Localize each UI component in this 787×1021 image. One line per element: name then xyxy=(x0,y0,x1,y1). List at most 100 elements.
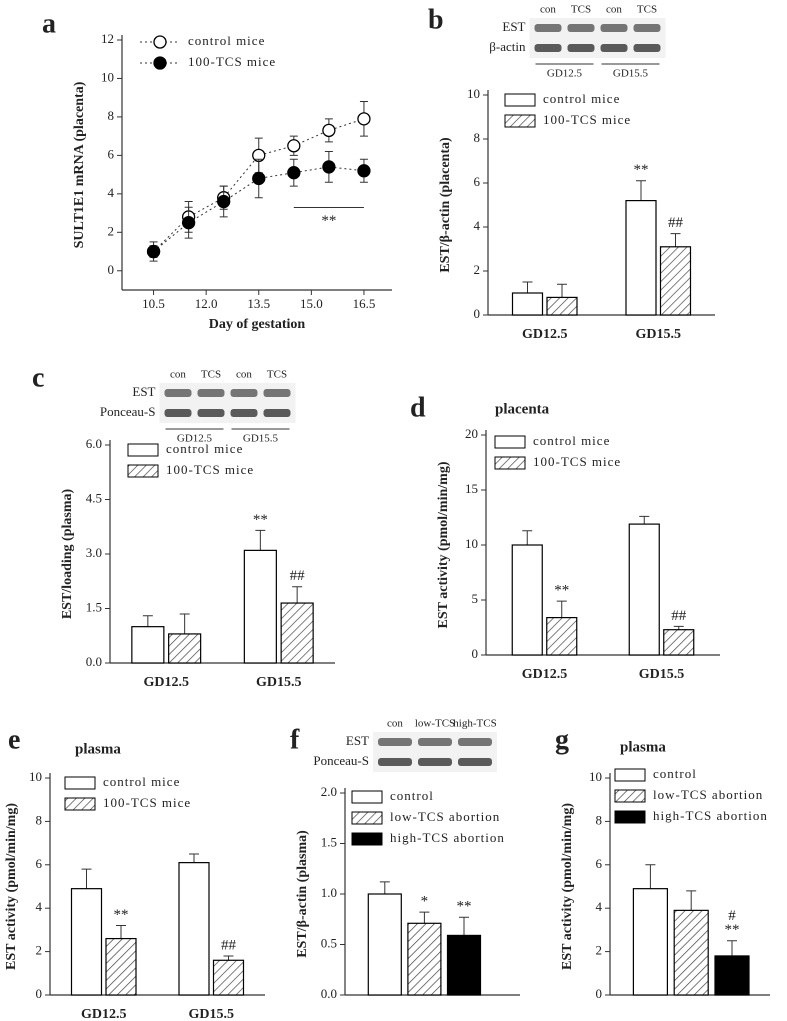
blot-row-label: EST xyxy=(502,19,525,34)
significance-label: ## xyxy=(668,215,684,231)
y-tick-label: 3.0 xyxy=(86,545,102,560)
y-tick-label: 2 xyxy=(36,943,43,958)
blot-row-label: β-actin xyxy=(489,39,526,54)
blot-band xyxy=(164,389,192,397)
blot-band xyxy=(230,409,258,417)
legend-label: control xyxy=(653,766,697,781)
blot-band xyxy=(164,409,192,417)
legend-swatch xyxy=(494,456,526,470)
y-tick-label: 8 xyxy=(596,812,603,827)
subtitle: placenta xyxy=(495,401,550,417)
significance-label: ## xyxy=(221,937,237,953)
y-axis-label: EST/β-actin (plasma) xyxy=(295,830,310,958)
error-bar xyxy=(686,890,697,911)
significance-label: ## xyxy=(671,608,687,624)
point xyxy=(252,171,266,186)
panel-letter: b xyxy=(428,4,444,35)
point xyxy=(181,216,196,230)
point xyxy=(322,123,336,138)
y-tick-label: 8 xyxy=(474,130,481,145)
legend-label: high-TCS abortion xyxy=(653,808,768,823)
blot-lane-label: con xyxy=(606,4,622,16)
legend-label: high-TCS abortion xyxy=(390,830,505,845)
error-bar xyxy=(189,853,199,863)
y-tick-label: 0 xyxy=(108,262,115,277)
x-tick-label: GD15.5 xyxy=(639,667,685,682)
legend-label: 100-TCS mice xyxy=(543,112,631,127)
bar xyxy=(131,626,165,664)
y-tick-label: 1.5 xyxy=(86,599,102,614)
error-bar xyxy=(459,916,469,936)
y-axis-label: EST/β-actin (placenta) xyxy=(438,137,453,273)
error-bar xyxy=(81,868,92,889)
bar xyxy=(212,959,245,996)
error-bar xyxy=(670,233,681,247)
significance-label: # ** xyxy=(725,908,740,938)
x-tick-label: 10.5 xyxy=(142,296,165,311)
point xyxy=(217,194,231,209)
blot-lane-label: con xyxy=(387,718,403,730)
blot-band xyxy=(263,409,291,417)
legend-swatch xyxy=(614,810,646,824)
y-tick-label: 4 xyxy=(36,899,43,914)
y-axis-label: SULT1E1 mRNA (placenta) xyxy=(72,81,87,248)
y-tick-label: 0.0 xyxy=(86,654,102,669)
y-tick-label: 5 xyxy=(472,591,479,606)
y-tick-label: 10 xyxy=(101,69,114,84)
blot-lane-label: low-TCS xyxy=(415,718,455,730)
subtitle: plasma xyxy=(75,741,121,757)
bar xyxy=(546,296,578,316)
x-tick-label: 15.0 xyxy=(300,296,323,311)
blot-band xyxy=(600,44,628,52)
error-bar xyxy=(639,515,650,525)
blot-lane-label: high-TCS xyxy=(453,718,496,730)
y-tick-label: 0 xyxy=(474,306,481,321)
y-tick-label: 6.0 xyxy=(86,436,102,451)
error-bar xyxy=(636,180,646,201)
blot-band xyxy=(230,389,258,397)
significance-label: ** xyxy=(114,907,129,923)
blot-band xyxy=(600,24,628,32)
blot-group-label: GD12.5 xyxy=(547,68,583,80)
y-tick-label: 8 xyxy=(108,108,115,123)
x-tick-label: GD15.5 xyxy=(256,675,302,690)
blot-row-label: EST xyxy=(346,733,369,748)
blot-band xyxy=(633,24,661,32)
y-tick-label: 12 xyxy=(101,31,114,46)
legend-swatch xyxy=(64,776,96,790)
blot-lane-label: TCS xyxy=(267,369,287,381)
x-tick-label: 12.0 xyxy=(195,296,218,311)
bar xyxy=(105,937,137,996)
error-bar xyxy=(522,281,533,293)
x-tick-label: GD15.5 xyxy=(636,327,682,342)
legend-swatch xyxy=(494,435,526,449)
y-tick-label: 6 xyxy=(36,856,43,871)
blot-band xyxy=(567,44,595,52)
y-tick-label: 6 xyxy=(596,856,603,871)
error-bar xyxy=(556,600,567,618)
y-tick-label: 2 xyxy=(474,262,481,277)
legend-label: control mice xyxy=(533,433,610,448)
blot-band xyxy=(534,44,562,52)
x-tick-label: GD12.5 xyxy=(522,667,568,682)
error-bar xyxy=(292,586,303,604)
bar xyxy=(280,602,314,664)
blot-lane-label: TCS xyxy=(637,4,657,16)
blot-lane-label: con xyxy=(170,369,186,381)
bar xyxy=(446,934,482,996)
legend-label: control mice xyxy=(188,33,265,48)
y-tick-label: 0 xyxy=(596,986,603,1001)
y-tick-label: 4 xyxy=(474,218,481,233)
blot-band xyxy=(458,758,492,766)
error-bar xyxy=(379,881,390,894)
y-tick-label: 0.0 xyxy=(321,986,337,1001)
blot-group-label: GD15.5 xyxy=(613,68,649,80)
y-tick-label: 10 xyxy=(589,769,602,784)
x-tick-label: GD15.5 xyxy=(189,1007,235,1021)
blot-row-label: Ponceau-S xyxy=(313,753,369,768)
y-tick-label: 10 xyxy=(29,769,42,784)
y-tick-label: 2.0 xyxy=(321,784,337,799)
significance-label: * xyxy=(421,894,429,910)
blot-group-label: GD12.5 xyxy=(177,433,213,445)
point xyxy=(357,112,371,126)
